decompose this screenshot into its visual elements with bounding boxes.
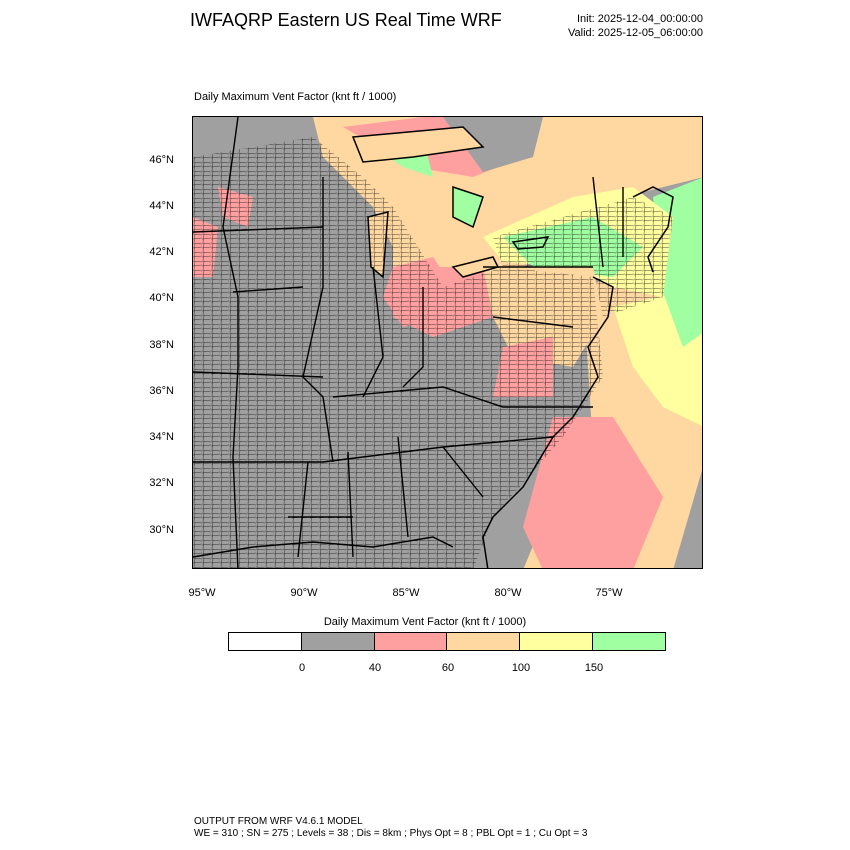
lat-label: 30°N [149,524,174,536]
colorbar-title: Daily Maximum Vent Factor (knt ft / 1000… [323,616,527,628]
valid-time: Valid: 2025-12-05_06:00:00 [568,27,703,39]
atlantic-coastline [482,276,614,568]
colorbar-swatch [301,633,375,650]
lake-huron [452,185,484,229]
colorbar-label: 40 [368,662,382,674]
lake-superior [351,126,485,163]
colorbar-swatch [520,633,594,650]
lat-label: 40°N [149,292,174,304]
colorbar-swatch [593,633,665,650]
lat-label: 32°N [149,477,174,489]
vent-factor-map [193,117,702,568]
lon-label: 75°W [595,587,623,599]
lon-label: 95°W [188,587,216,599]
page-title: IWFAQRP Eastern US Real Time WRF [190,10,502,30]
colorbar [228,632,666,651]
plot-title: Daily Maximum Vent Factor (knt ft / 1000… [194,91,397,103]
footer-model: OUTPUT FROM WRF V4.6.1 MODEL [194,816,363,827]
lon-label: 80°W [494,587,522,599]
lat-label: 36°N [149,385,174,397]
colorbar-swatch [374,633,448,650]
map-panel [192,116,703,569]
colorbar-swatch [447,633,521,650]
colorbar-label: 150 [584,662,604,674]
colorbar-label: 100 [511,662,531,674]
lon-label: 90°W [290,587,318,599]
footer-config: WE = 310 ; SN = 275 ; Levels = 38 ; Dis … [194,828,588,839]
init-time: Init: 2025-12-04_00:00:00 [577,13,703,25]
lon-label: 85°W [392,587,420,599]
state-boundaries [193,117,624,568]
colorbar-swatch [229,633,302,650]
colorbar-label: 0 [298,662,306,674]
lat-label: 44°N [149,200,174,212]
ocean-field-pink [523,417,663,568]
lat-label: 38°N [149,339,174,351]
lat-label: 42°N [149,246,174,258]
colorbar-label: 60 [441,662,455,674]
lat-label: 46°N [149,154,174,166]
lat-label: 34°N [149,431,174,443]
gulf-coastline [193,536,454,558]
county-lines [193,137,603,568]
